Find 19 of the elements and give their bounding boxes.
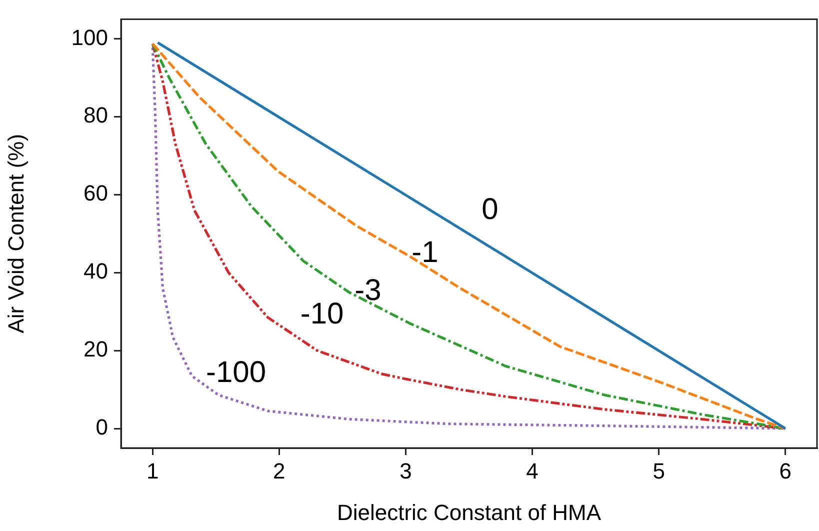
series-label: -100 [206,356,266,389]
x-tick-label: 2 [273,458,286,484]
y-tick-label: 20 [84,336,108,362]
y-tick-label: 40 [84,258,108,284]
y-tick-label: 80 [84,102,108,128]
y-tick-label: 0 [96,414,108,440]
y-axis-title: Air Void Content (%) [3,134,28,334]
series-label: -1 [412,236,438,270]
x-tick-label: 3 [400,458,412,484]
y-tick-label: 100 [71,24,108,50]
x-axis-title: Dielectric Constant of HMA [336,500,602,525]
series-label: -10 [300,298,344,331]
series-label: -3 [354,274,382,308]
x-tick-label: 4 [526,458,538,484]
x-tick-label: 6 [779,458,792,484]
x-tick-label: 5 [652,458,665,484]
y-tick-label: 60 [84,180,108,206]
x-tick-label: 1 [146,458,159,484]
series-label: 0 [482,193,498,226]
